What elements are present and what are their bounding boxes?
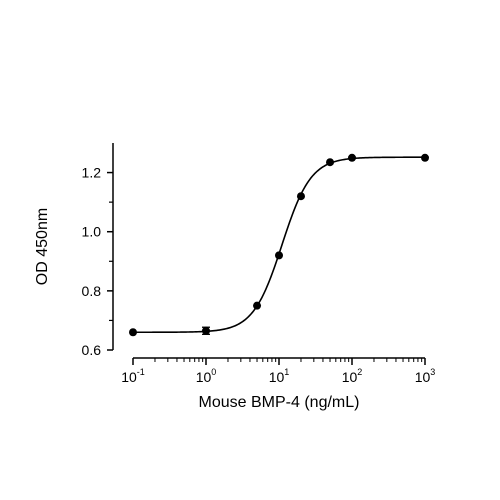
x-tick-label: 103 [415, 367, 436, 385]
data-point [275, 251, 283, 260]
x-tick-exponent: 3 [430, 367, 435, 377]
y-ticks: 0.6 0.8 1.0 1.2 [82, 165, 113, 358]
data-point [421, 153, 429, 162]
data-point [129, 328, 137, 337]
x-tick-base: 10 [415, 369, 431, 385]
x-tick-exponent: 0 [211, 367, 216, 377]
fit-curve [133, 156, 425, 334]
y-tick-label: 1.0 [82, 224, 102, 240]
x-tick-exponent: 2 [357, 367, 362, 377]
axes: 10-1 100 101 102 103 0.60.81.01.2 [82, 143, 435, 385]
x-tick-base: 10 [342, 369, 358, 385]
y-tick-label: 0.6 [82, 342, 102, 358]
y-axis-title: OD 450nm [34, 208, 51, 285]
data-point [348, 153, 356, 162]
x-tick-base: 10 [196, 369, 212, 385]
x-axis-title: Mouse BMP-4 (ng/mL) [199, 394, 360, 411]
y-tick-label: 1.2 [82, 165, 102, 181]
x-tick-base: 10 [121, 369, 137, 385]
data-point [296, 192, 305, 201]
x-tick-label: 102 [342, 367, 363, 385]
x-tick-label: 101 [269, 367, 290, 385]
x-major-ticks: 10-1 100 101 102 103 [121, 358, 435, 385]
x-tick-label: 10-1 [121, 367, 145, 385]
x-tick-base: 10 [269, 369, 285, 385]
x-minor-ticks [154, 358, 423, 362]
x-tick-exponent: -1 [137, 367, 145, 377]
data-point [202, 326, 210, 335]
data-point [326, 158, 335, 167]
y-tick-label: 0.8 [82, 283, 102, 299]
data-point [253, 301, 262, 310]
data-points [129, 153, 429, 337]
x-tick-exponent: 1 [284, 367, 289, 377]
x-tick-label: 100 [196, 367, 217, 385]
